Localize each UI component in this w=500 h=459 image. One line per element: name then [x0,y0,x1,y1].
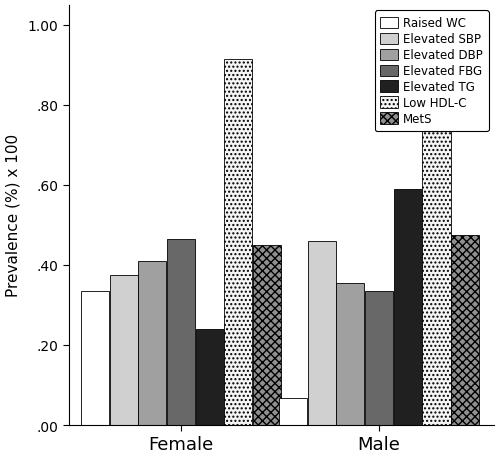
Bar [224,60,252,425]
Bar [394,190,422,425]
Bar [422,109,450,425]
Bar [110,275,138,425]
Bar [336,283,364,425]
Bar [253,245,281,425]
Bar [138,261,166,425]
Bar [308,241,336,425]
Bar [279,398,307,425]
Bar [167,239,195,425]
Bar [81,291,109,425]
Bar [451,235,479,425]
Bar [196,329,224,425]
Bar [365,291,393,425]
Legend: Raised WC, Elevated SBP, Elevated DBP, Elevated FBG, Elevated TG, Low HDL-C, Met: Raised WC, Elevated SBP, Elevated DBP, E… [374,11,488,132]
Y-axis label: Prevalence (%) x 100: Prevalence (%) x 100 [6,134,20,297]
